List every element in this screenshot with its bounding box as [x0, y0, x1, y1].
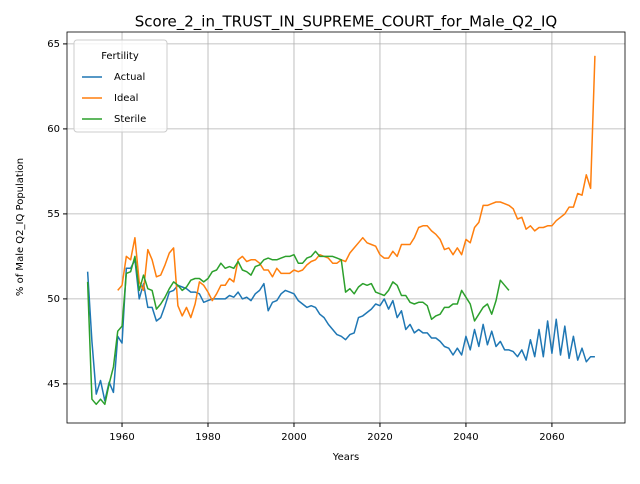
legend-box: [73, 39, 168, 133]
y-tick-label: 50: [47, 294, 60, 305]
line: [86, 259, 595, 402]
chart-title: Score_2_in_TRUST_IN_SUPREME_COURT_for_Ma…: [135, 13, 557, 32]
y-tick-label: 60: [47, 124, 60, 135]
x-tick-label: 1980: [195, 432, 220, 443]
legend-label: Actual: [114, 72, 145, 83]
x-tick-label: 2000: [281, 432, 306, 443]
lines: [86, 55, 596, 406]
legend-title: Fertility: [101, 51, 139, 62]
x-tick-label: 2060: [539, 432, 564, 443]
y-tick-label: 65: [47, 39, 60, 50]
grid: [67, 32, 625, 423]
x-axis-label: Years: [332, 452, 359, 463]
line: [117, 55, 596, 319]
legend-label: Sterile: [114, 114, 146, 125]
x-tick-label: 2020: [367, 432, 392, 443]
legend-label: Ideal: [114, 93, 138, 104]
plot-frame: [66, 31, 626, 424]
line: [86, 250, 510, 406]
legend: Fertility Actual Ideal Sterile: [73, 39, 168, 133]
x-tick-label: 1960: [109, 432, 134, 443]
y-tick-label: 45: [47, 379, 60, 390]
y-tick-label: 55: [47, 209, 60, 220]
y-axis-label: % of Male Q2_IQ Population: [15, 158, 26, 296]
x-tick-label: 2040: [453, 432, 478, 443]
